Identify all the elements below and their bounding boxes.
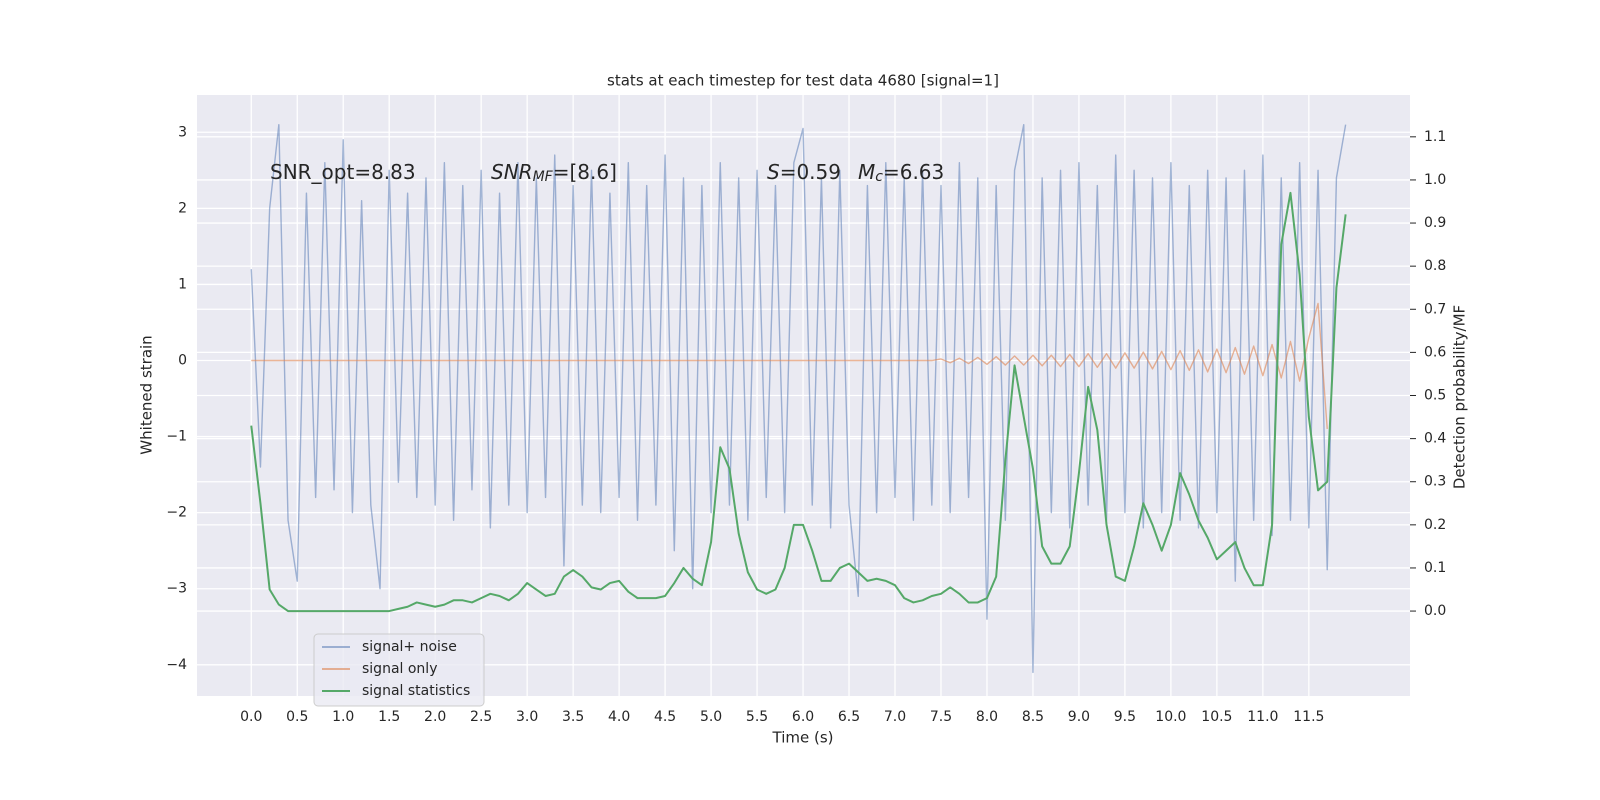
- y-tick-label: 2: [178, 200, 187, 216]
- x-tick-label: 11.5: [1293, 709, 1324, 725]
- legend-box: [313, 633, 485, 707]
- y2-tick-label: 0.0: [1424, 603, 1446, 619]
- x-tick-label: 3.0: [516, 709, 538, 725]
- annotation-part: =[8.6]: [553, 160, 617, 184]
- y-tick-label: 1: [178, 276, 187, 292]
- legend: signal+ noise signal only signal statistic…: [313, 633, 485, 707]
- x-tick-label: 5.0: [700, 709, 722, 725]
- x-tick-label: 11.0: [1247, 709, 1278, 725]
- y-tick-label: −3: [166, 581, 187, 597]
- x-tick-label: 9.0: [1068, 709, 1090, 725]
- x-tick-label: 10.5: [1201, 709, 1232, 725]
- annotation-part: =6.63: [883, 160, 944, 184]
- y-tick-label: −1: [166, 429, 187, 445]
- series-line: [250, 123, 1347, 674]
- annotation: SNRMF=[8.6]: [491, 160, 617, 185]
- x-tick-label: 9.5: [1114, 709, 1136, 725]
- x-tick-label: 2.5: [470, 709, 492, 725]
- x-tick-label: 10.0: [1155, 709, 1186, 725]
- annotation-part: SNR: [491, 160, 533, 184]
- y2-tick-label: 0.3: [1424, 474, 1446, 490]
- y2-tick-label: 0.1: [1424, 560, 1446, 576]
- x-tick-label: 5.5: [746, 709, 768, 725]
- y2-tick-label: 1.0: [1424, 172, 1446, 188]
- y-tick-label: −4: [166, 657, 187, 673]
- y2-tick-label: 0.2: [1424, 517, 1446, 533]
- x-tick-label: 6.0: [792, 709, 814, 725]
- x-tick-label: 0.0: [240, 709, 262, 725]
- annotation-part: SNR_opt=8.83: [270, 160, 416, 184]
- y-axis-label: Whitened strain: [138, 335, 156, 454]
- series-line: [251, 302, 1328, 430]
- y-tick-label: 0: [178, 353, 187, 369]
- y2-axis-label: Detection probability/MF: [1451, 305, 1469, 489]
- x-tick-label: 3.5: [562, 709, 584, 725]
- x-tick-label: 7.0: [884, 709, 906, 725]
- legend-label: signal+ noise: [362, 639, 457, 655]
- annotation-part: MF: [533, 169, 554, 185]
- x-tick-label: 4.0: [608, 709, 630, 725]
- annotation-part: S: [767, 160, 780, 184]
- y2-tick-label: 0.8: [1424, 258, 1446, 274]
- annotation-part: c: [875, 169, 883, 185]
- x-tick-label: 4.5: [654, 709, 676, 725]
- annotation: S=0.59: [767, 160, 841, 184]
- y-tick-label: −2: [166, 505, 187, 521]
- y2-tick-label: 1.1: [1424, 129, 1446, 145]
- x-tick-label: 0.5: [286, 709, 308, 725]
- chart-title: stats at each timestep for test data 468…: [607, 72, 999, 90]
- y-tick-label: 3: [178, 124, 187, 140]
- x-tick-label: 8.0: [976, 709, 998, 725]
- x-tick-label: 6.5: [838, 709, 860, 725]
- series-line: [250, 191, 1347, 613]
- y2-tick-label: 0.6: [1424, 344, 1446, 360]
- x-axis-label: Time (s): [772, 729, 834, 747]
- annotation: SNR_opt=8.83: [270, 160, 416, 184]
- x-tick-label: 8.5: [1022, 709, 1044, 725]
- legend-label: signal statistics: [362, 683, 470, 699]
- annotation-part: =0.59: [780, 160, 841, 184]
- x-tick-label: 7.5: [930, 709, 952, 725]
- y2-tick-label: 0.7: [1424, 301, 1446, 317]
- annotation: Mc=6.63: [858, 160, 944, 185]
- x-tick-label: 2.0: [424, 709, 446, 725]
- y2-tick-label: 0.5: [1424, 388, 1446, 404]
- annotation-part: M: [858, 160, 875, 184]
- y2-tick-label: 0.4: [1424, 431, 1446, 447]
- x-tick-label: 1.0: [332, 709, 354, 725]
- x-tick-label: 1.5: [378, 709, 400, 725]
- y2-tick-label: 0.9: [1424, 215, 1446, 231]
- legend-label: signal only: [362, 661, 437, 677]
